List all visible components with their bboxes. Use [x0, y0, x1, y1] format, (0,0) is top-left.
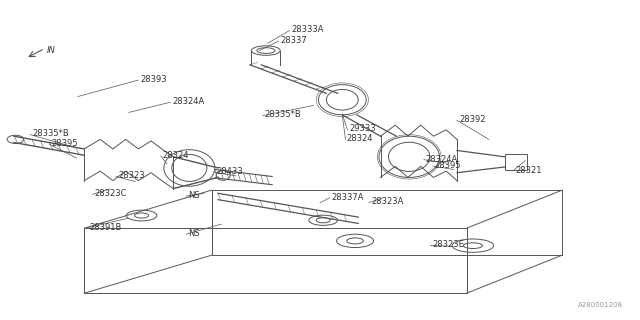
Text: 28324: 28324: [162, 151, 188, 160]
Text: 28324: 28324: [347, 134, 373, 143]
Text: 28391B: 28391B: [90, 223, 122, 232]
Text: 28335*B: 28335*B: [32, 130, 68, 139]
Text: 28323A: 28323A: [371, 197, 403, 206]
Text: 29333: 29333: [349, 124, 376, 133]
Text: 28321: 28321: [515, 166, 541, 175]
Text: 28335*B: 28335*B: [264, 110, 301, 119]
Text: 28337: 28337: [280, 36, 307, 45]
Text: IN: IN: [47, 46, 56, 55]
Text: 28324A: 28324A: [172, 97, 204, 106]
Text: NS: NS: [188, 191, 200, 200]
Text: 28392: 28392: [459, 115, 485, 124]
Text: 28323: 28323: [118, 172, 145, 180]
Text: NS: NS: [188, 229, 200, 238]
Text: 28323E: 28323E: [432, 240, 464, 249]
Text: 28433: 28433: [217, 167, 243, 176]
Text: 28395: 28395: [51, 139, 77, 148]
Text: 28323C: 28323C: [95, 189, 127, 198]
Text: 28324A: 28324A: [426, 155, 458, 164]
Text: 28337A: 28337A: [332, 193, 364, 202]
Text: 28393: 28393: [140, 75, 167, 84]
Text: 28333A: 28333A: [291, 25, 324, 35]
Text: A280001208: A280001208: [578, 301, 623, 308]
Bar: [505, 154, 527, 170]
Text: 28395: 28395: [435, 161, 461, 170]
